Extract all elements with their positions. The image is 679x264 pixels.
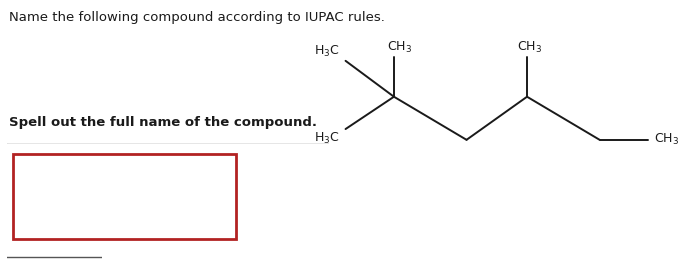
Text: CH$_3$: CH$_3$ xyxy=(654,132,679,147)
Text: CH$_3$: CH$_3$ xyxy=(388,40,413,55)
Text: CH$_3$: CH$_3$ xyxy=(517,40,543,55)
Text: Name the following compound according to IUPAC rules.: Name the following compound according to… xyxy=(9,11,385,23)
FancyBboxPatch shape xyxy=(0,143,339,250)
FancyBboxPatch shape xyxy=(13,154,236,239)
Text: H$_3$C: H$_3$C xyxy=(314,131,340,146)
Text: H$_3$C: H$_3$C xyxy=(314,44,340,59)
Text: Spell out the full name of the compound.: Spell out the full name of the compound. xyxy=(9,116,317,129)
